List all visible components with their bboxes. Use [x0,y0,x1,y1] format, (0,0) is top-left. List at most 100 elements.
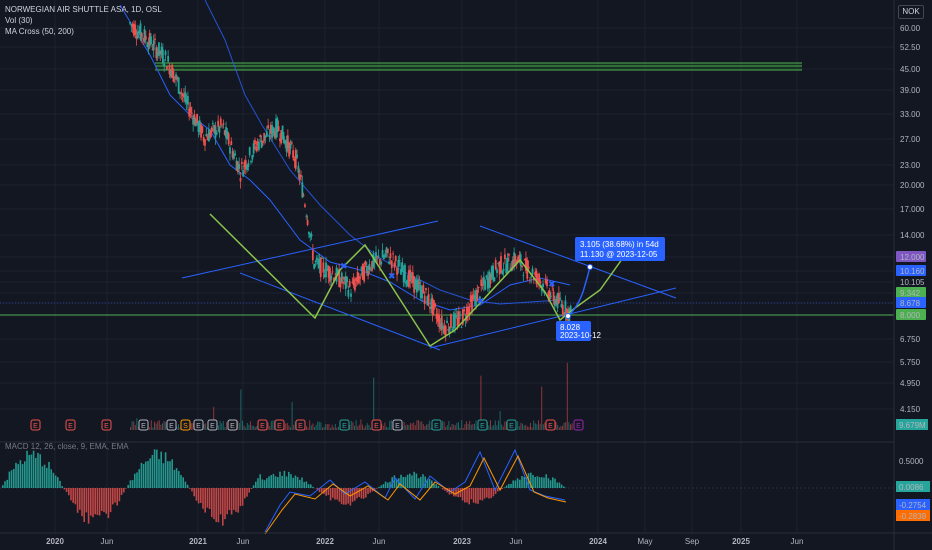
candle-body [525,258,527,271]
macd-hist-bar [43,464,46,488]
volume-bar [242,420,243,430]
price-tick-label: 10.160 [900,267,925,276]
candle-body [238,164,241,169]
candle-body [513,252,516,268]
macd-hist-bar [68,488,70,496]
event-marker[interactable]: E [138,419,149,431]
event-marker[interactable]: E [477,419,488,431]
volume-bar [418,420,419,430]
volume-bar [456,422,458,430]
volume-bar [240,389,242,430]
macd-hist-bar [536,476,539,488]
candle-body [388,261,391,264]
candle-body [455,314,458,318]
candle-body [165,66,168,70]
candle-body [472,294,475,300]
volume-bar [502,426,504,430]
candle-body [183,94,185,98]
event-marker[interactable]: E [506,419,517,431]
candle-body [355,277,358,282]
candle-body [538,273,541,283]
macd-hist-bar [525,477,528,488]
price-tick-label: 4.150 [900,405,921,414]
event-marker[interactable]: E [392,419,403,431]
candle-body [454,313,456,328]
macd-hist-bar [398,478,400,488]
volume-bar [498,420,499,430]
event-marker[interactable]: E [274,419,285,431]
macd-hist-bar [224,488,226,520]
volume-bar [310,425,312,430]
macd-hist-bar [182,477,184,488]
macd-hist-bar [109,488,112,513]
volume-bar [533,420,535,430]
volume-bar [160,424,162,430]
volume-bar [336,427,338,430]
macd-hist-bar [96,488,99,515]
candle-body [331,271,334,273]
event-marker[interactable]: E [193,419,204,431]
event-marker[interactable]: E [207,419,218,431]
event-marker[interactable]: S [180,419,191,431]
candle-body [181,93,184,96]
event-marker[interactable]: E [227,419,238,431]
currency-button[interactable]: NOK [898,5,924,19]
target-point[interactable] [587,264,593,270]
event-marker[interactable]: E [573,419,584,431]
macd-hist-bar [552,477,554,488]
low-annotation[interactable]: 8.028 2023-10-12 [556,321,601,341]
volume-bar [384,422,386,430]
macd-hist-bar [420,476,422,488]
volume-bar [294,421,296,430]
macd-hist-bar [252,485,255,488]
volume-bar [246,422,248,430]
macd-hist-bar [35,458,37,488]
macd-hist-bar [270,475,272,488]
event-marker[interactable]: E [257,419,268,431]
candle-body [172,70,175,82]
candle-body [518,255,521,259]
macd-hist-bar [127,484,129,488]
volume-bar [358,424,360,430]
macd-hist-bar [292,477,294,488]
target-annotation[interactable]: 3.105 (38.68%) in 54d 11.130 @ 2023-12-0… [575,237,665,261]
event-marker[interactable]: E [101,419,112,431]
candle-body [401,262,404,272]
candle-body [561,304,564,315]
time-tick-label: 2021 [189,537,207,546]
event-marker[interactable]: E [166,419,177,431]
candle-body [532,277,535,281]
event-markers[interactable]: E E E E SE E E E E E E E E E E E E E E [30,419,584,431]
macd-hist-bar [79,488,81,510]
candle-body [159,50,162,54]
candle-body [492,265,494,280]
macd-hist-bar [327,488,330,496]
event-marker[interactable]: E [65,419,76,431]
event-marker[interactable]: E [545,419,556,431]
candle-body [251,155,254,160]
candle-body [442,325,444,329]
macd-hist-bar [563,486,565,488]
volume-bar [354,425,355,430]
event-marker[interactable]: E [371,419,382,431]
candle-body [482,276,485,285]
candle-body [168,65,171,75]
candle-body [498,261,501,275]
event-marker[interactable]: E [339,419,350,431]
event-marker[interactable]: E [295,419,306,431]
candle-body [382,256,385,259]
low-point[interactable] [565,313,571,319]
macd-hist-bar [281,475,283,488]
event-marker[interactable]: E [431,419,442,431]
candle-body [315,257,318,261]
volume-bar [293,424,295,430]
candle-body [452,315,455,329]
candle-body [494,260,497,270]
event-marker[interactable]: E [30,419,41,431]
candle-body [447,328,450,331]
volume-bar [448,421,450,430]
macd-hist-bar [248,488,250,493]
candle-body [490,266,493,279]
candle-body [426,296,429,306]
